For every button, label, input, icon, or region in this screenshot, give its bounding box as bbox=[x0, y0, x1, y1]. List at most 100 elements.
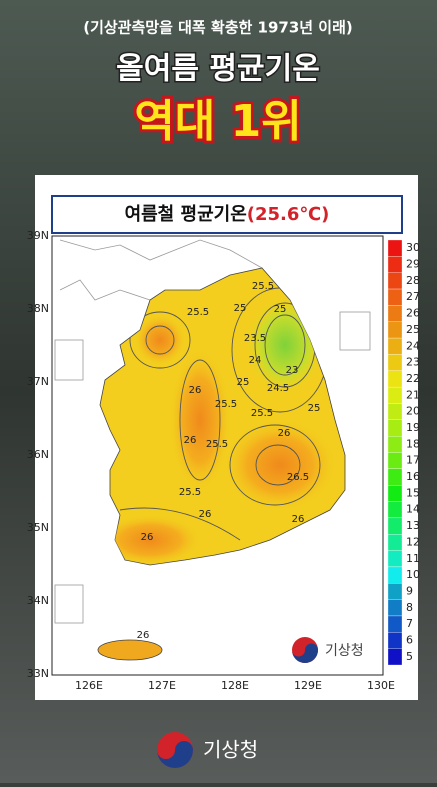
scale-swatch bbox=[387, 550, 403, 568]
scale-label: 14 bbox=[406, 503, 420, 516]
lat-label: 37N bbox=[27, 375, 49, 388]
scale-label: 18 bbox=[406, 437, 420, 450]
lat-label: 34N bbox=[27, 594, 49, 607]
scale-label: 20 bbox=[406, 405, 420, 418]
scale-label: 13 bbox=[406, 519, 420, 532]
footer-logo-blue bbox=[157, 741, 193, 768]
contour-label: 23.5 bbox=[244, 333, 266, 344]
axes: 39N 38N 37N 36N 35N 34N 33N 126E 127E 128E 129E 130… bbox=[27, 229, 420, 692]
scale-label: 10 bbox=[406, 568, 420, 581]
scale-swatch bbox=[387, 517, 403, 535]
scale-swatch bbox=[387, 468, 403, 486]
scale-label: 23 bbox=[406, 356, 420, 369]
headline: 올여름 평균기온 bbox=[116, 52, 320, 87]
scale-swatch bbox=[387, 239, 403, 257]
contour-label: 26 bbox=[292, 514, 305, 525]
contour-label: 26 bbox=[278, 428, 291, 439]
contour-label: 25.5 bbox=[187, 307, 209, 318]
scale-swatch bbox=[387, 534, 403, 551]
logo-mark-blue bbox=[292, 643, 318, 663]
contour-label: 25 bbox=[237, 377, 250, 388]
scale-label: 11 bbox=[406, 552, 420, 565]
scale-swatch bbox=[387, 370, 403, 388]
contour-label: 24.5 bbox=[267, 383, 289, 394]
lon-label: 129E bbox=[294, 679, 322, 692]
footer-logo-text: 기상청 bbox=[203, 738, 258, 762]
scale-label: 28 bbox=[406, 274, 420, 287]
scale-swatch bbox=[387, 566, 403, 584]
subtitle: (기상관측망을 대폭 확충한 1973년 이래) bbox=[83, 19, 353, 37]
scale-swatch bbox=[387, 288, 403, 306]
scale-label: 9 bbox=[406, 584, 413, 597]
scale-label: 21 bbox=[406, 388, 420, 401]
scale-swatch bbox=[387, 648, 403, 666]
scale-swatch bbox=[387, 321, 403, 339]
contour-label: 25 bbox=[274, 304, 287, 315]
contour-label: 25.5 bbox=[179, 487, 201, 498]
scale-swatch bbox=[387, 419, 403, 437]
scale-swatch bbox=[387, 337, 403, 355]
map-title-value: (25.6℃) bbox=[247, 204, 330, 225]
scale-swatch bbox=[387, 436, 403, 453]
scale-label: 24 bbox=[406, 339, 420, 352]
scale-label: 19 bbox=[406, 421, 420, 434]
contour-label: 25.5 bbox=[252, 281, 274, 292]
scale-swatch bbox=[387, 305, 403, 322]
scale-swatch bbox=[387, 403, 403, 420]
contour-label: 24 bbox=[249, 355, 262, 366]
contour-label: 23 bbox=[286, 365, 299, 376]
contour-label: 25 bbox=[234, 303, 247, 314]
scale-label: 27 bbox=[406, 290, 420, 303]
map-title-box bbox=[51, 195, 403, 234]
highlight: 역대 1위 bbox=[134, 96, 301, 147]
lon-label: 130E bbox=[367, 679, 395, 692]
scale-swatch bbox=[387, 583, 403, 600]
scale-label: 16 bbox=[406, 470, 420, 483]
scale-label: 15 bbox=[406, 486, 420, 499]
scale-swatch bbox=[387, 632, 403, 649]
contour-label: 26 bbox=[199, 509, 212, 520]
lat-label: 35N bbox=[27, 521, 49, 534]
scale-label: 8 bbox=[406, 601, 413, 614]
scale-swatch bbox=[387, 452, 403, 469]
north-korea-outline bbox=[54, 239, 371, 624]
scale-label: 12 bbox=[406, 535, 420, 548]
scale-label: 30 bbox=[406, 241, 420, 254]
scale-swatch bbox=[387, 501, 403, 519]
temperature-fill bbox=[100, 295, 335, 565]
jeju bbox=[97, 639, 163, 661]
contour-label: 25.5 bbox=[206, 439, 228, 450]
contour-label: 25 bbox=[308, 403, 321, 414]
scale-label: 17 bbox=[406, 454, 420, 467]
map-title-text: 여름철 평균기온 bbox=[125, 204, 247, 225]
scale-swatch bbox=[387, 485, 403, 502]
contour-label: 26 bbox=[137, 630, 150, 641]
scale-swatch bbox=[387, 615, 403, 633]
map-title: 여름철 평균기온(25.6℃) bbox=[125, 204, 330, 225]
lon-label: 127E bbox=[148, 679, 176, 692]
scale-label: 22 bbox=[406, 372, 420, 385]
scale-swatch bbox=[387, 386, 403, 404]
contour-label: 26 bbox=[189, 385, 202, 396]
contour-label: 26.5 bbox=[287, 472, 309, 483]
contour-label: 25.5 bbox=[215, 399, 237, 410]
scale-swatch bbox=[387, 599, 403, 617]
scale-label: 25 bbox=[406, 323, 420, 336]
lat-label: 39N bbox=[27, 229, 49, 242]
lat-label: 38N bbox=[27, 302, 49, 315]
scale-label: 6 bbox=[406, 633, 413, 646]
contour-label: 25.5 bbox=[251, 408, 273, 419]
scale-label: 29 bbox=[406, 258, 420, 271]
lon-label: 126E bbox=[75, 679, 103, 692]
map-logo-text: 기상청 bbox=[325, 643, 364, 659]
scale-label: 7 bbox=[406, 617, 413, 630]
contour-label: 26 bbox=[184, 435, 197, 446]
scale-swatch bbox=[387, 272, 403, 290]
scale-swatch bbox=[387, 354, 403, 371]
scale-swatch bbox=[387, 256, 403, 273]
lat-label: 36N bbox=[27, 448, 49, 461]
lat-label: 33N bbox=[27, 667, 49, 680]
scale-label: 5 bbox=[406, 650, 413, 663]
